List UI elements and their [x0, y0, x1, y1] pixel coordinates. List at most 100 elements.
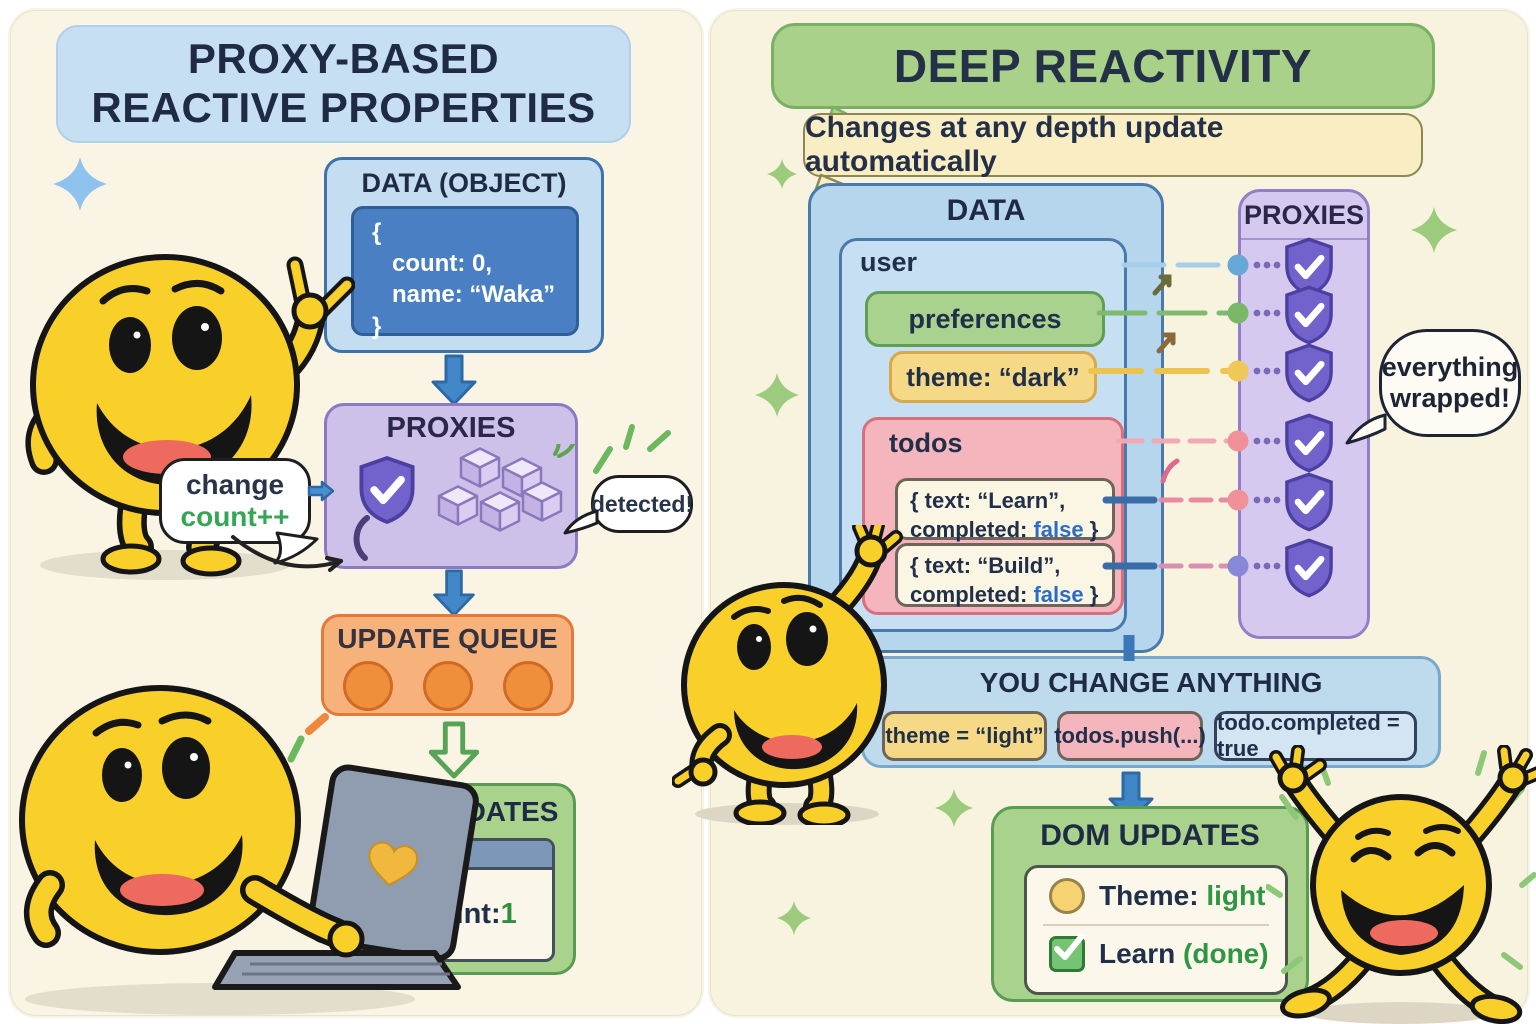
shield-check-icon [1285, 472, 1333, 532]
subtitle-text: Changes at any depth update automaticall… [805, 111, 1224, 178]
chip-todo-completed-text: todo.completed = true [1217, 710, 1400, 761]
shield-check-icon [1285, 413, 1333, 473]
theme-row-text: Theme: light [1099, 880, 1265, 912]
learn-row-text: Learn (done) [1099, 938, 1269, 970]
arrow-down-icon [431, 354, 477, 406]
code-line: { [372, 219, 382, 246]
change-bubble-line2: count++ [180, 501, 290, 532]
proxies-box: PROXIES [324, 403, 578, 569]
user-object-box: user preferences theme: “dark” todos { t… [839, 238, 1127, 632]
data-object-box: DATA (OBJECT) { count: 0, name: “Waka” } [324, 157, 604, 353]
data-object-title: DATA (OBJECT) [361, 168, 567, 198]
queue-dot-icon [422, 661, 473, 711]
data-tree-box: DATA user preferences theme: “dark” todo… [808, 183, 1164, 653]
chip-todos-push-text: todos.push(...) [1054, 723, 1206, 748]
burst-lines [593, 424, 671, 474]
queue-dot-icon [342, 661, 393, 711]
todo-build-false: false [1033, 581, 1084, 607]
change-bubble-line1: change [185, 469, 285, 500]
todo-item-learn: { text: “Learn”, completed: false } [895, 478, 1115, 542]
user-label: user [860, 247, 918, 277]
todo-item-build: { text: “Build”, completed: false } [895, 543, 1115, 607]
you-change-box: YOU CHANGE ANYTHING theme = “light” todo… [861, 656, 1441, 768]
chip-todos-push: todos.push(...) [1054, 711, 1206, 761]
queue-dots [324, 661, 571, 711]
update-queue-box: UPDATE QUEUE [321, 614, 574, 716]
todo-learn-line2: completed: false } [910, 516, 1112, 545]
wrapped-bubble-tail [1345, 413, 1387, 445]
todos-box: todos { text: “Learn”, completed: false … [862, 417, 1124, 615]
connector-lines [1088, 254, 1281, 661]
laptop-base [212, 950, 461, 990]
todo-build-line1: { text: “Build”, [910, 553, 1061, 578]
queue-dot-icon [502, 661, 553, 711]
arrow-down-green-icon [429, 721, 479, 779]
motion-arc [353, 515, 370, 561]
right-title-text: DEEP REACTIVITY [893, 40, 1313, 92]
mascot-laptop [19, 685, 479, 1015]
curved-arrow [231, 535, 343, 572]
change-speech-bubble: change count++ [159, 458, 311, 544]
todo-learn-line1: { text: “Learn”, [910, 488, 1066, 513]
theme-circle-icon [1049, 878, 1085, 914]
todos-label: todos [889, 428, 963, 458]
chip-theme-light-text: theme = “light” [885, 723, 1044, 748]
wrapped-speech-bubble: everything wrapped! [1379, 329, 1521, 437]
cubes-icon [437, 444, 575, 532]
right-panel: DEEP REACTIVITY Changes at any depth upd… [710, 10, 1528, 1016]
proxies-column: PROXIES [1238, 189, 1370, 639]
preferences-label: preferences [908, 303, 1062, 334]
left-title-line1: PROXY-BASED [187, 35, 500, 83]
todo-learn-post: } [1083, 516, 1099, 542]
code-line: name: “Waka” [392, 281, 556, 309]
dom-updates-title: DOM UPDATES [1040, 819, 1260, 852]
todo-build-line2: completed: false } [910, 581, 1112, 610]
dom-updates-box-right: DOM UPDATES Theme: light Learn (done) [991, 806, 1309, 1002]
code-line: count: 0, [392, 250, 492, 278]
code-block: { count: 0, name: “Waka” } [351, 206, 579, 340]
detected-bubble-text: detected! [590, 490, 694, 517]
shield-check-icon [359, 455, 415, 525]
sparkle-icon [755, 373, 799, 417]
right-panel-title: DEEP REACTIVITY [771, 23, 1435, 109]
mascot-celebrating [1266, 745, 1536, 1024]
proxies-title: PROXIES [386, 412, 516, 444]
proxies-column-title: PROXIES [1241, 192, 1367, 240]
todo-build-post: } [1083, 581, 1099, 607]
you-change-title: YOU CHANGE ANYTHING [979, 667, 1323, 698]
checkbox-checked-icon [1049, 934, 1085, 972]
code-line: } [372, 312, 382, 340]
sparkle-icon [935, 789, 973, 827]
detected-speech-bubble: detected! [591, 475, 693, 533]
learn-row: Learn (done) [1027, 926, 1285, 982]
sparkle-icon [767, 159, 797, 189]
chip-todo-completed: todo.completed = true [1214, 710, 1417, 761]
detected-bubble-tail [563, 509, 599, 535]
learn-row-value: (done) [1183, 938, 1269, 969]
shield-check-icon [1285, 343, 1333, 403]
card-divider [1043, 924, 1269, 926]
shield-check-icon [1285, 285, 1333, 345]
theme-box: theme: “dark” [889, 351, 1097, 403]
sparkle-icon [1411, 207, 1457, 253]
todo-learn-pre: completed: [910, 516, 1034, 542]
left-panel: PROXY-BASED REACTIVE PROPERTIES DATA (OB… [10, 10, 702, 1016]
todo-learn-false: false [1033, 516, 1084, 542]
shield-check-icon [1285, 538, 1333, 598]
left-title-line2: REACTIVE PROPERTIES [91, 84, 596, 131]
todo-build-pre: completed: [910, 581, 1034, 607]
preferences-box: preferences [865, 291, 1105, 347]
theme-label: theme: “dark” [906, 361, 1080, 392]
wrapped-line1: everything [1381, 352, 1519, 382]
theme-row-label: Theme: [1099, 880, 1207, 911]
sparkle-icon [777, 901, 811, 935]
mascot-pointing [672, 525, 903, 825]
sparkle-icon [53, 157, 107, 211]
chip-theme-light: theme = “light” [882, 711, 1047, 761]
update-queue-title: UPDATE QUEUE [337, 623, 558, 654]
wrapped-line2: wrapped! [1389, 383, 1510, 413]
arrow-down-icon [433, 569, 475, 617]
subtitle-banner: Changes at any depth update automaticall… [803, 111, 1423, 178]
count-value: 1 [500, 898, 517, 930]
